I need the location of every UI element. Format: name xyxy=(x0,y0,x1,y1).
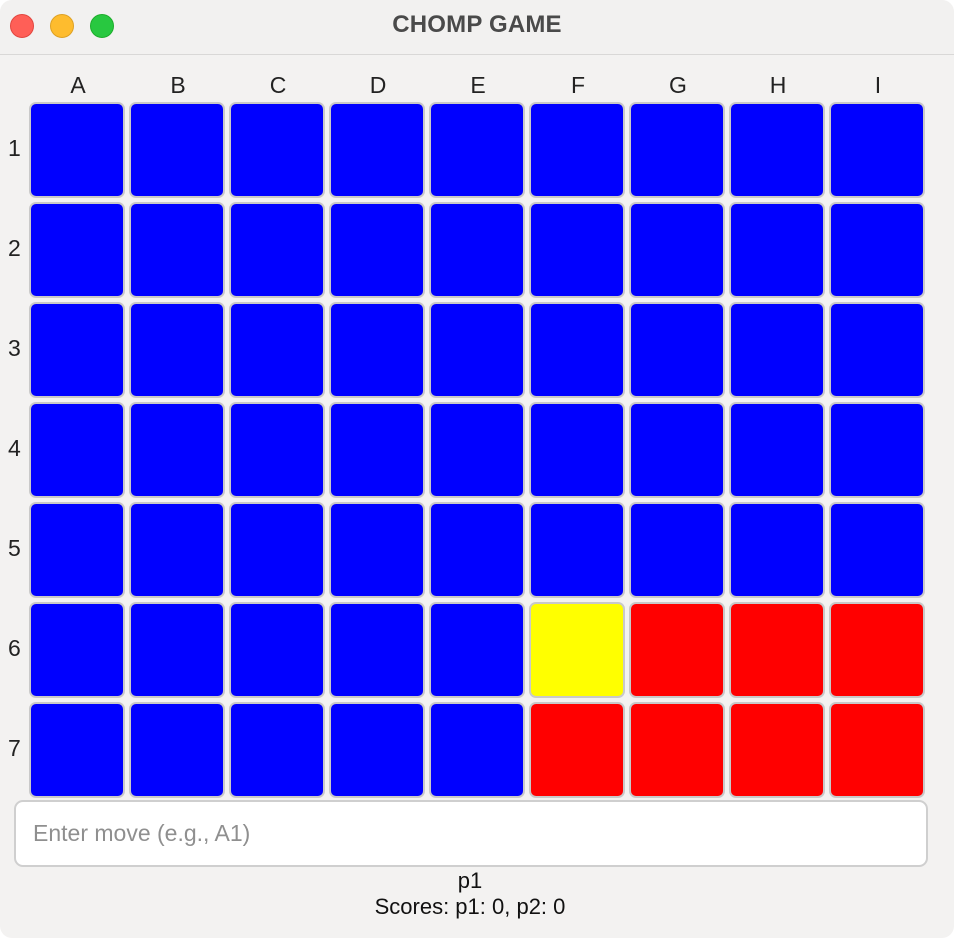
cell-d1[interactable] xyxy=(329,102,425,198)
cell-d6[interactable] xyxy=(329,602,425,698)
column-label-f: F xyxy=(570,72,586,98)
close-window-button[interactable] xyxy=(10,14,34,38)
cell-h3[interactable] xyxy=(729,302,825,398)
cell-b1[interactable] xyxy=(129,102,225,198)
minimize-window-button[interactable] xyxy=(50,14,74,38)
cell-h1[interactable] xyxy=(729,102,825,198)
cell-e3[interactable] xyxy=(429,302,525,398)
current-player-label: p1 xyxy=(457,868,483,893)
row-label-6: 6 xyxy=(8,635,21,661)
cell-a4[interactable] xyxy=(29,402,125,498)
column-label-i: I xyxy=(874,72,882,98)
row-label-3: 3 xyxy=(8,335,21,361)
column-label-h: H xyxy=(769,72,787,98)
cell-f2[interactable] xyxy=(529,202,625,298)
cell-b5[interactable] xyxy=(129,502,225,598)
cell-i5[interactable] xyxy=(829,502,925,598)
game-board xyxy=(28,101,928,801)
cell-a2[interactable] xyxy=(29,202,125,298)
cell-i6[interactable] xyxy=(829,602,925,698)
cell-i4[interactable] xyxy=(829,402,925,498)
cell-h4[interactable] xyxy=(729,402,825,498)
cell-c2[interactable] xyxy=(229,202,325,298)
cell-f5[interactable] xyxy=(529,502,625,598)
cell-d7[interactable] xyxy=(329,702,425,798)
cell-g4[interactable] xyxy=(629,402,725,498)
cell-a3[interactable] xyxy=(29,302,125,398)
column-label-e: E xyxy=(470,72,486,98)
move-input[interactable] xyxy=(14,800,928,867)
cell-e1[interactable] xyxy=(429,102,525,198)
cell-h7[interactable] xyxy=(729,702,825,798)
cell-b6[interactable] xyxy=(129,602,225,698)
title-bar: CHOMP GAME xyxy=(0,0,954,55)
column-label-b: B xyxy=(170,72,186,98)
cell-g1[interactable] xyxy=(629,102,725,198)
cell-b2[interactable] xyxy=(129,202,225,298)
cell-c6[interactable] xyxy=(229,602,325,698)
cell-e4[interactable] xyxy=(429,402,525,498)
cell-c1[interactable] xyxy=(229,102,325,198)
cell-f7[interactable] xyxy=(529,702,625,798)
cell-h2[interactable] xyxy=(729,202,825,298)
cell-a6[interactable] xyxy=(29,602,125,698)
window-title: CHOMP GAME xyxy=(392,11,562,38)
column-label-c: C xyxy=(269,72,287,98)
cell-d5[interactable] xyxy=(329,502,425,598)
cell-h6[interactable] xyxy=(729,602,825,698)
row-label-1: 1 xyxy=(8,135,21,161)
cell-g3[interactable] xyxy=(629,302,725,398)
cell-b7[interactable] xyxy=(129,702,225,798)
cell-i1[interactable] xyxy=(829,102,925,198)
scores-label: Scores: p1: 0, p2: 0 xyxy=(374,894,566,919)
column-label-a: A xyxy=(70,72,86,98)
cell-g2[interactable] xyxy=(629,202,725,298)
cell-c5[interactable] xyxy=(229,502,325,598)
cell-e2[interactable] xyxy=(429,202,525,298)
cell-c3[interactable] xyxy=(229,302,325,398)
cell-i7[interactable] xyxy=(829,702,925,798)
cell-f4[interactable] xyxy=(529,402,625,498)
cell-e7[interactable] xyxy=(429,702,525,798)
cell-g5[interactable] xyxy=(629,502,725,598)
cell-b3[interactable] xyxy=(129,302,225,398)
cell-f6[interactable] xyxy=(529,602,625,698)
cell-a1[interactable] xyxy=(29,102,125,198)
cell-h5[interactable] xyxy=(729,502,825,598)
cell-c7[interactable] xyxy=(229,702,325,798)
cell-d2[interactable] xyxy=(329,202,425,298)
cell-b4[interactable] xyxy=(129,402,225,498)
row-label-5: 5 xyxy=(8,535,21,561)
cell-i3[interactable] xyxy=(829,302,925,398)
cell-i2[interactable] xyxy=(829,202,925,298)
column-label-d: D xyxy=(369,72,387,98)
cell-d4[interactable] xyxy=(329,402,425,498)
cell-a7[interactable] xyxy=(29,702,125,798)
cell-a5[interactable] xyxy=(29,502,125,598)
cell-g7[interactable] xyxy=(629,702,725,798)
column-label-g: G xyxy=(669,72,687,98)
row-label-7: 7 xyxy=(8,735,21,761)
cell-e6[interactable] xyxy=(429,602,525,698)
cell-e5[interactable] xyxy=(429,502,525,598)
maximize-window-button[interactable] xyxy=(90,14,114,38)
cell-g6[interactable] xyxy=(629,602,725,698)
cell-f3[interactable] xyxy=(529,302,625,398)
row-label-4: 4 xyxy=(8,435,21,461)
cell-c4[interactable] xyxy=(229,402,325,498)
row-label-2: 2 xyxy=(8,235,21,261)
cell-d3[interactable] xyxy=(329,302,425,398)
cell-f1[interactable] xyxy=(529,102,625,198)
